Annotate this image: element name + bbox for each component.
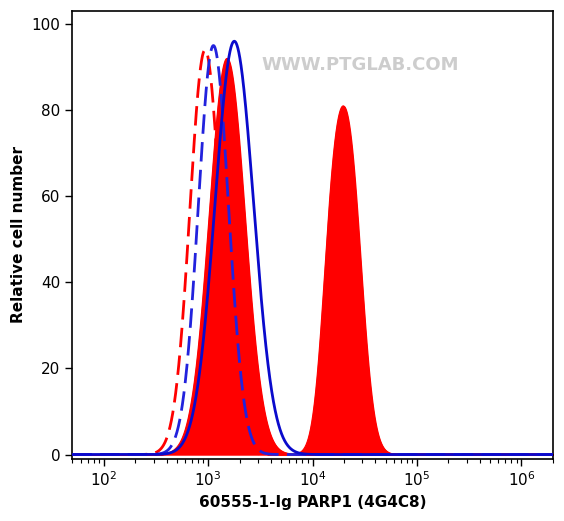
X-axis label: 60555-1-Ig PARP1 (4G4C8): 60555-1-Ig PARP1 (4G4C8) [199, 495, 426, 510]
Text: WWW.PTGLAB.COM: WWW.PTGLAB.COM [262, 56, 460, 74]
Y-axis label: Relative cell number: Relative cell number [11, 146, 26, 324]
